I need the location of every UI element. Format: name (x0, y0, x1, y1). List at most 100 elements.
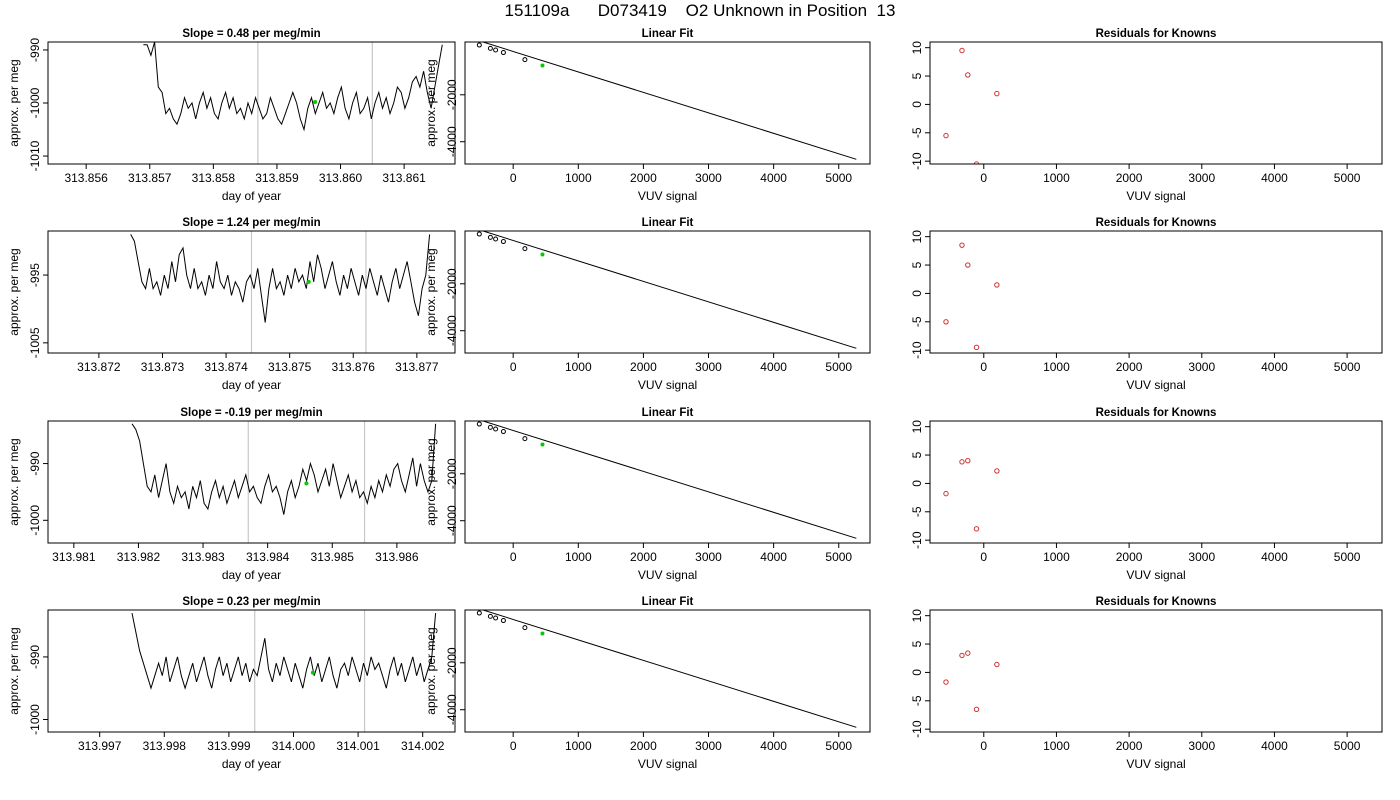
x-tick-label: 4000 (760, 360, 787, 374)
time-series-panel-row-4: Slope = 0.23 per meg/min 313.997 313.998 31… (7, 596, 456, 771)
unknown-point (540, 442, 545, 447)
y-tick-label: -990 (28, 451, 42, 475)
y-tick-label: -4000 (445, 315, 459, 346)
y-tick-label: -4000 (445, 126, 459, 157)
x-tick-label: 0 (980, 360, 987, 374)
x-tick-label: 313.985 (311, 550, 355, 564)
plot-frame (47, 420, 456, 544)
panel-title: Slope = -0.19 per meg/min (180, 407, 322, 419)
known-point (476, 42, 482, 48)
y-axis-label: approx. per meg (7, 438, 21, 525)
plot-area (476, 231, 857, 349)
x-tick-label: 313.998 (143, 739, 187, 753)
y-axis-label: approx. per meg (424, 59, 438, 146)
series-line (143, 42, 443, 132)
x-tick-label: 1000 (565, 360, 592, 374)
x-tick-label: 3000 (695, 171, 722, 185)
unknown-point (540, 63, 545, 68)
x-tick-label: 0 (510, 171, 517, 185)
y-tick-label: -10 (910, 531, 924, 549)
y-tick-label: 5 (910, 261, 924, 268)
residual-point (943, 319, 949, 325)
x-tick-label: 1000 (1043, 550, 1070, 564)
x-tick-label: 1000 (565, 171, 592, 185)
x-tick-label: 4000 (760, 550, 787, 564)
panel-title: Slope = 0.23 per meg/min (182, 596, 320, 608)
y-tick-label: 0 (910, 101, 924, 108)
known-point (500, 239, 506, 245)
unknown-point (540, 252, 545, 257)
residuals-panel-row-1: Residuals for Knowns 0 1000 2000 3000 4000 500… (910, 28, 1383, 203)
known-point (522, 57, 528, 63)
x-tick-label: 4000 (1261, 171, 1288, 185)
y-tick-label: 10 (910, 41, 924, 55)
known-point (493, 615, 499, 621)
residual-point (943, 679, 949, 685)
x-axis-label: VUV signal (1126, 568, 1185, 582)
known-point (500, 618, 506, 624)
x-tick-label: 5000 (825, 550, 852, 564)
plot-frame (929, 420, 1383, 544)
y-tick-label: 10 (910, 420, 924, 434)
x-axis-label: day of year (222, 757, 281, 771)
y-axis-label: approx. per meg (7, 59, 21, 146)
panel-title: Slope = 1.24 per meg/min (182, 217, 320, 229)
y-axis-label: approx. per meg (424, 438, 438, 525)
unknown-marker (304, 481, 309, 486)
x-tick-label: 0 (980, 171, 987, 185)
x-tick-label: 4000 (1261, 550, 1288, 564)
residual-point (965, 650, 971, 656)
time-series-panel-row-1: Slope = 0.48 per meg/min 313.856 313.857 31… (7, 28, 456, 203)
known-point (522, 436, 528, 442)
y-tick-label: -1000 (28, 87, 42, 118)
x-tick-label: 313.857 (128, 171, 172, 185)
plot-frame (47, 609, 456, 733)
x-tick-label: 1000 (1043, 171, 1070, 185)
y-tick-label: -10 (910, 152, 924, 170)
y-tick-label: 10 (910, 230, 924, 244)
x-tick-label: 313.877 (395, 360, 439, 374)
x-tick-label: 0 (510, 739, 517, 753)
x-axis-label: VUV signal (1126, 757, 1185, 771)
x-tick-label: 314.002 (401, 739, 445, 753)
known-point (500, 50, 506, 56)
y-tick-label: -4000 (445, 694, 459, 725)
unknown-marker (313, 99, 318, 104)
y-tick-label: -1000 (28, 505, 42, 536)
x-tick-label: 3000 (695, 360, 722, 374)
y-tick-label: 0 (910, 290, 924, 297)
residual-point (973, 161, 980, 164)
plot-frame (464, 41, 871, 165)
x-tick-label: 2000 (1116, 360, 1143, 374)
unknown-marker (310, 670, 315, 675)
y-tick-label: -2000 (445, 647, 459, 678)
plot-area (131, 423, 437, 515)
x-tick-label: 313.860 (319, 171, 363, 185)
fit-line (481, 231, 857, 349)
y-axis-label: approx. per meg (424, 248, 438, 335)
time-series-panel-row-3: Slope = -0.19 per meg/min 313.981 313.982 3… (7, 407, 456, 582)
x-tick-label: 313.984 (246, 550, 290, 564)
x-tick-label: 2000 (1116, 171, 1143, 185)
residual-point (994, 661, 1000, 668)
x-tick-label: 1000 (1043, 360, 1070, 374)
linear-fit-panel-row-1: Linear Fit 0 1000 2000 3000 4000 5000 -4000 -200… (424, 28, 871, 203)
x-axis-label: day of year (222, 568, 281, 582)
panel-title: Residuals for Knowns (1096, 407, 1217, 419)
residual-point (965, 458, 971, 464)
residual-point (965, 72, 971, 78)
y-tick-label: 0 (910, 480, 924, 487)
plot-frame (464, 609, 871, 733)
x-tick-label: 2000 (630, 739, 657, 753)
panel-title: Linear Fit (642, 407, 694, 419)
y-tick-label: -990 (28, 645, 42, 669)
series-line (131, 423, 437, 515)
x-tick-label: 0 (980, 550, 987, 564)
x-tick-label: 313.861 (382, 171, 426, 185)
known-point (522, 625, 528, 631)
x-tick-label: 5000 (1334, 739, 1361, 753)
fit-line (481, 421, 857, 539)
known-point (500, 429, 506, 435)
y-tick-label: -4000 (445, 505, 459, 536)
